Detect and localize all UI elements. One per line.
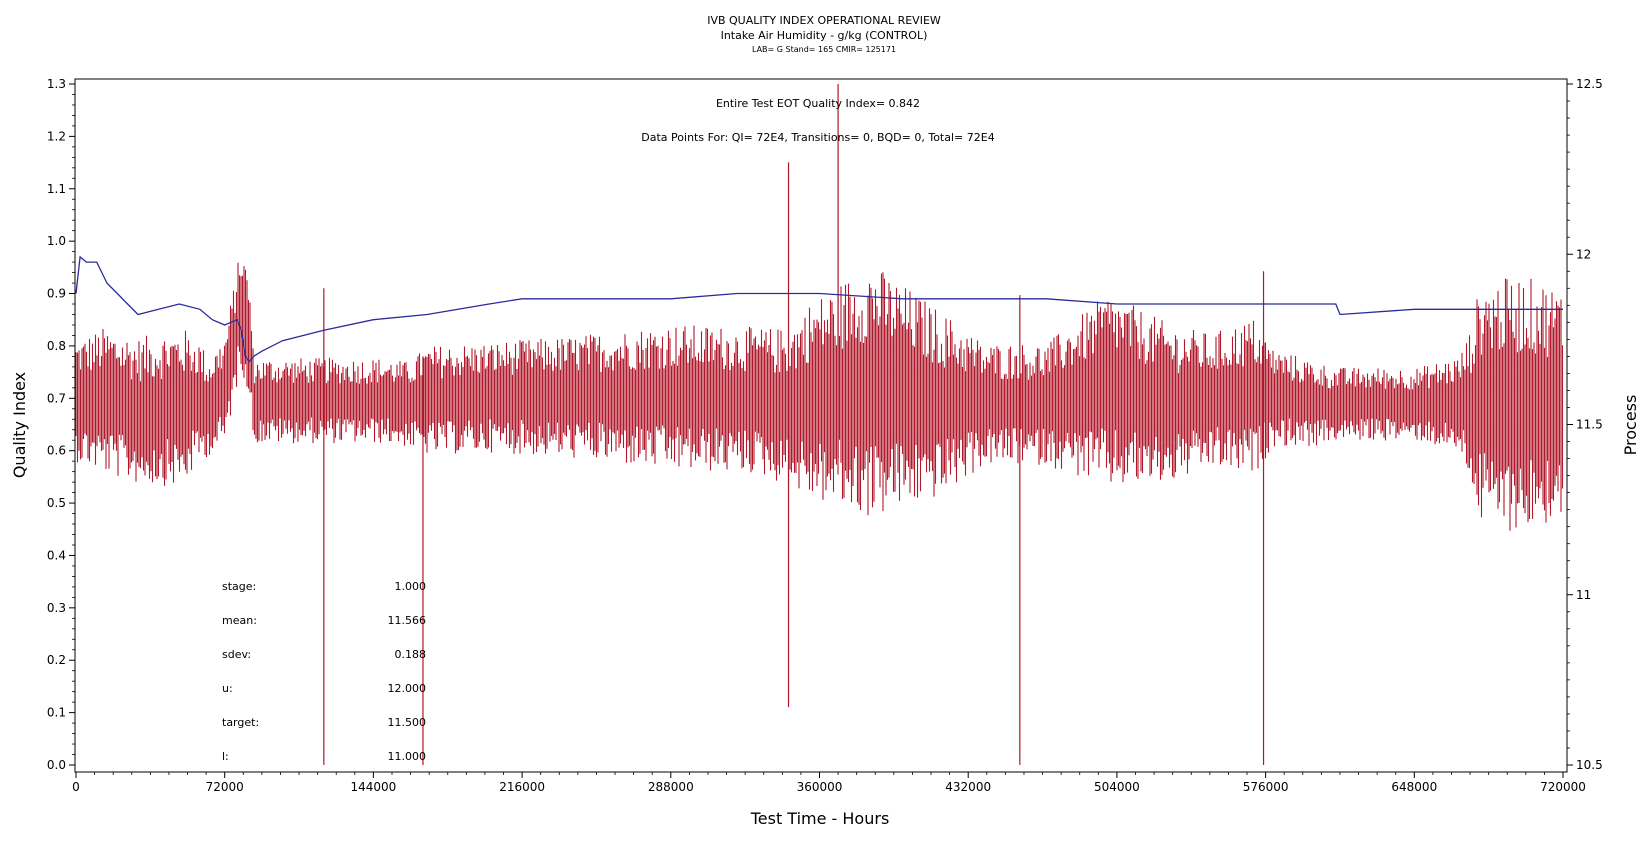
y-tick-label: 0.9	[47, 287, 66, 301]
chart-meta-line: LAB= G Stand= 165 CMIR= 125171	[752, 45, 896, 54]
y-tick-label: 1.0	[47, 234, 66, 248]
quality-index-series	[75, 255, 1563, 363]
chart-subtitle: Intake Air Humidity - g/kg (CONTROL)	[721, 29, 928, 42]
process-band	[75, 262, 1564, 531]
y2-tick-label: 12.5	[1576, 77, 1603, 91]
data-points-text: Data Points For: QI= 72E4, Transitions= …	[641, 131, 994, 144]
process-spikes	[323, 84, 1265, 765]
y2-tick-label: 12	[1576, 247, 1591, 261]
y-tick-label: 1.2	[47, 129, 66, 143]
y-tick-label: 0.1	[47, 706, 66, 720]
stat-value: 11.000	[388, 750, 427, 763]
stat-label: stage:	[222, 580, 256, 593]
y-tick-label: 0.2	[47, 653, 66, 667]
x-tick-label: 72000	[206, 780, 244, 794]
y-axis-label: Quality Index	[10, 372, 29, 478]
x-axis-label: Test Time - Hours	[750, 809, 890, 828]
x-tick-label: 504000	[1094, 780, 1140, 794]
stat-value: 11.500	[388, 716, 427, 729]
y-axis-ticks: 0.0 0.1 0.2 0.3 0.4 0.5 0.6 0.7 0.8 0.9 1.0 1.1 1.2 1…	[47, 77, 75, 772]
x-tick-label: 432000	[945, 780, 991, 794]
y-tick-label: 0.4	[47, 548, 66, 562]
x-tick-label: 720000	[1540, 780, 1586, 794]
stat-value: 0.188	[395, 648, 427, 661]
y2-tick-label: 10.5	[1576, 758, 1603, 772]
stat-label: l:	[222, 750, 229, 763]
y2-tick-label: 11.5	[1576, 418, 1603, 432]
y-tick-label: 0.0	[47, 758, 66, 772]
x-tick-label: 216000	[499, 780, 545, 794]
eot-quality-index-text: Entire Test EOT Quality Index= 0.842	[716, 97, 920, 110]
quality-index-line	[75, 255, 1563, 363]
stat-value: 1.000	[395, 580, 427, 593]
x-axis-ticks: 0 72000 144000 216000 288000 360000 432000 5040…	[72, 772, 1586, 794]
chart-title: IVB QUALITY INDEX OPERATIONAL REVIEW	[707, 14, 941, 27]
stat-value: 11.566	[388, 614, 427, 627]
y-tick-label: 1.1	[47, 182, 66, 196]
y-tick-label: 0.5	[47, 496, 66, 510]
x-tick-label: 144000	[350, 780, 396, 794]
x-tick-label: 0	[72, 780, 80, 794]
y-tick-label: 0.8	[47, 339, 66, 353]
stat-label: target:	[222, 716, 259, 729]
stat-label: mean:	[222, 614, 257, 627]
x-tick-label: 576000	[1243, 780, 1289, 794]
y-tick-label: 1.3	[47, 77, 66, 91]
y-tick-label: 0.3	[47, 601, 66, 615]
y-tick-label: 0.7	[47, 391, 66, 405]
y2-axis-ticks: 10.5 11 11.5 12 12.5	[1567, 77, 1603, 772]
stat-label: u:	[222, 682, 233, 695]
y2-tick-label: 11	[1576, 588, 1591, 602]
stat-label: sdev:	[222, 648, 251, 661]
y2-axis-label: Process	[1621, 395, 1640, 456]
stat-value: 12.000	[388, 682, 427, 695]
stats-panel: stage: 1.000 mean: 11.566 sdev: 0.188 u: 12.000…	[222, 580, 426, 763]
process-series	[75, 262, 1564, 531]
plot-frame	[74, 78, 1568, 773]
x-tick-label: 648000	[1391, 780, 1437, 794]
x-tick-label: 288000	[648, 780, 694, 794]
y-tick-label: 0.6	[47, 444, 66, 458]
x-tick-label: 360000	[797, 780, 843, 794]
